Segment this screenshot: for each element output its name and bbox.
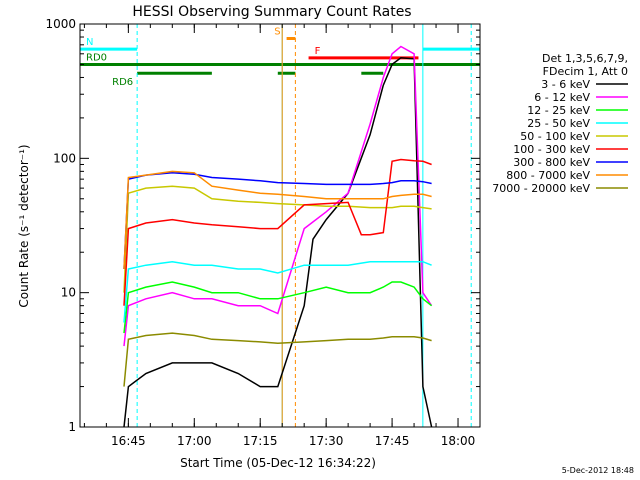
chart-title: HESSI Observing Summary Count Rates bbox=[132, 4, 411, 20]
y-axis-ticks: 1 10 100 1000 bbox=[45, 17, 480, 434]
y-tick-label: 100 bbox=[53, 151, 76, 165]
y-axis-label: Count Rate (s⁻¹ detector⁻¹) bbox=[17, 144, 31, 307]
y-tick-label: 1 bbox=[68, 420, 76, 434]
series-line-6-12-kev bbox=[123, 45, 433, 347]
flag-n-label: N bbox=[86, 37, 93, 48]
legend-label-300-800-kev: 300 - 800 keV bbox=[513, 156, 590, 169]
series-line-300-800-kev bbox=[123, 172, 432, 270]
flag-f-label: F bbox=[315, 46, 321, 57]
legend-label-800-7000-kev: 800 - 7000 keV bbox=[506, 169, 590, 182]
x-tick-label: 17:00 bbox=[177, 434, 212, 448]
series-line-100-300-kev bbox=[123, 158, 432, 306]
x-axis-label: Start Time (05-Dec-12 16:34:22) bbox=[180, 456, 376, 470]
legend-label-50-100-kev: 50 - 100 keV bbox=[520, 130, 590, 143]
series-line-800-7000-kev bbox=[123, 170, 432, 270]
legend-label-12-25-kev: 12 - 25 keV bbox=[527, 104, 590, 117]
legend-label-6-12-kev: 6 - 12 keV bbox=[534, 91, 590, 104]
series-line-25-50-kev bbox=[123, 260, 432, 323]
flag-s-label: S bbox=[274, 26, 280, 37]
series-line-12-25-kev bbox=[123, 281, 433, 334]
x-tick-label: 17:45 bbox=[375, 434, 410, 448]
y-tick-label: 1000 bbox=[45, 17, 76, 31]
series-lines bbox=[123, 45, 433, 428]
legend-header-line-2: FDecim 1, Att 0 bbox=[543, 65, 628, 78]
series-line-3-6-kev bbox=[123, 57, 433, 428]
y-tick-label: 10 bbox=[61, 286, 76, 300]
flag-rd0-label: RD0 bbox=[86, 52, 107, 63]
legend-label-100-300-kev: 100 - 300 keV bbox=[513, 143, 590, 156]
flag-bars: N S F RD0 RD6 bbox=[80, 26, 480, 88]
x-tick-label: 16:45 bbox=[111, 434, 146, 448]
timestamp-label: 5-Dec-2012 18:48 bbox=[562, 466, 634, 475]
legend-label-25-50-kev: 25 - 50 keV bbox=[527, 117, 590, 130]
legend: Det 1,3,5,6,7,9, FDecim 1, Att 0 3 - 6 k… bbox=[492, 52, 628, 195]
legend-header-line-1: Det 1,3,5,6,7,9, bbox=[542, 52, 628, 65]
legend-label-3-6-kev: 3 - 6 keV bbox=[541, 78, 590, 91]
x-tick-label: 17:30 bbox=[309, 434, 344, 448]
series-line-7000-20000-kev bbox=[123, 332, 432, 387]
legend-label-7000-20000-kev: 7000 - 20000 keV bbox=[492, 182, 590, 195]
plot-frame bbox=[79, 23, 481, 428]
x-tick-label: 17:15 bbox=[243, 434, 278, 448]
x-tick-label: 18:00 bbox=[441, 434, 476, 448]
x-axis-ticks: 16:45 17:00 17:15 17:30 17:45 18:00 bbox=[83, 24, 481, 448]
flag-rd6-label: RD6 bbox=[112, 77, 133, 88]
